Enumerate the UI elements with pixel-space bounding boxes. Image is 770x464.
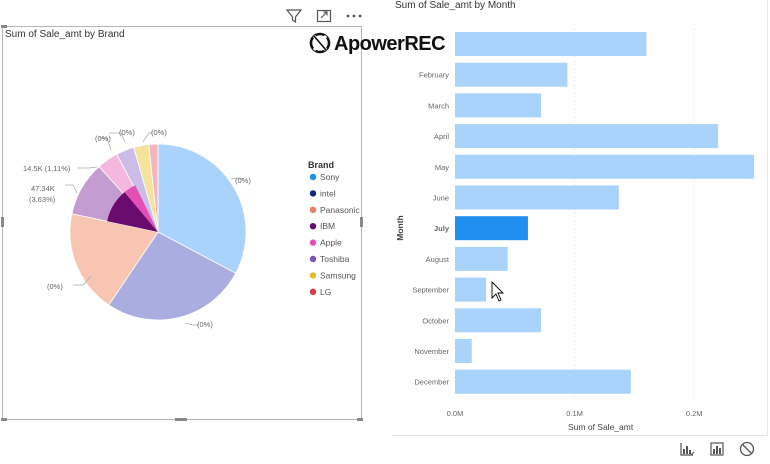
category-label-december: December [414,378,449,387]
x-tick-label: 0.2M [686,409,703,418]
pie-slice-lg[interactable] [148,143,159,233]
legend-swatch [309,288,317,295]
apowerrec-watermark: ApowerREC [308,32,446,56]
category-label-november: November [414,347,449,356]
pie-chart[interactable]: (0%) (0%) (0%) 47.34K (3.63%) 14.5K (1.1… [3,27,361,419]
legend-swatch [309,190,317,197]
bar-may[interactable] [455,154,754,179]
legend-item-panasonic[interactable]: Panasonic [320,205,360,215]
resize-handle[interactable] [175,418,187,421]
legend-swatch [309,255,317,263]
bar-july[interactable] [455,216,528,241]
bar-december[interactable] [455,369,631,394]
legend-swatch [309,272,317,279]
resize-handle[interactable] [1,217,4,227]
legend-title: Brand [308,160,334,170]
pie-slice-intel[interactable] [108,231,237,321]
category-label-june: June [433,194,449,203]
pie-slice-apple[interactable] [124,185,158,232]
pie-label-toshiba: (0%) [95,134,111,143]
legend-item-sony[interactable]: Sony [320,172,340,182]
legend-swatch [309,239,317,246]
pie-leaders [65,132,244,326]
pie-slices [69,143,247,321]
category-label-september: September [412,286,449,295]
category-label-may: May [435,163,449,172]
filter-icon[interactable] [285,7,303,25]
pie-slice-sony[interactable] [157,143,247,274]
category-label-august: August [426,255,450,264]
y-axis-title: Month [395,215,405,241]
drill-up-icon[interactable] [678,440,696,458]
pie-label-apple: 14.5K (1.11%) [23,164,71,173]
legend-swatch [309,223,317,230]
legend-item-apple[interactable]: Apple [320,238,342,248]
category-label-february: February [419,71,449,80]
chart-view-icon[interactable] [708,440,726,458]
gridlines [574,28,695,400]
apowerrec-logo-icon [309,32,331,54]
legend-item-toshiba[interactable]: Toshiba [320,254,350,264]
bar-august[interactable] [455,246,508,271]
bar-june[interactable] [455,185,619,210]
bar-october[interactable] [455,308,542,333]
category-label-july: July [434,224,450,233]
do-not-disturb-icon[interactable] [738,440,756,458]
bar-november[interactable] [455,339,472,363]
category-labels: February March April May June July August Septe… [412,71,450,387]
resize-handle[interactable] [1,418,7,421]
pie-title: Sum of Sale_amt by Brand [5,29,125,40]
footer-icons [678,440,756,458]
month-bar-visual[interactable]: Sum of Sale_amt by Month February March Ap… [392,0,768,436]
bar-march[interactable] [455,93,542,118]
x-tick-label: 0.1M [566,409,583,418]
pie-label-lg: (0%) [151,128,167,137]
legend: Sony intel Panasonic IBM Apple Toshiba Samsung… [309,172,360,297]
bar-chart[interactable]: February March April May June July August Septe… [392,0,768,436]
legend-item-intel[interactable]: intel [320,188,336,198]
bar-title: Sum of Sale_amt by Month [395,0,516,11]
pie-label-intel: (0%) [197,320,213,329]
bar-february[interactable] [455,62,568,87]
pie-label-samsung: (0%) [119,128,135,137]
resize-handle[interactable] [357,418,363,421]
bar-april[interactable] [455,124,719,149]
pie-label-ibm-value: 47.34K [31,184,55,193]
resize-handle[interactable] [360,217,363,227]
pie-label-sony: (0%) [235,176,251,185]
pie-label-ibm-pct: (3.63%) [29,195,56,204]
pie-slice-panasonic[interactable] [69,213,159,306]
legend-swatch [309,206,317,213]
pie-label-panasonic: (0%) [47,282,63,291]
watermark-text: ApowerREC [334,33,446,55]
focus-mode-icon[interactable] [315,7,333,25]
legend-item-ibm[interactable]: IBM [320,221,335,231]
legend-item-samsung[interactable]: Samsung [320,270,356,280]
bars [455,32,754,394]
legend-swatch [309,173,317,181]
resize-handle[interactable] [1,25,7,28]
x-tick-label: 0.0M [447,409,464,418]
legend-item-lg[interactable]: LG [320,287,331,297]
x-tick-labels: 0.0M 0.1M 0.2M [447,409,703,418]
x-axis-title: Sum of Sale_amt [568,422,634,432]
mouse-cursor-icon [491,280,505,302]
visual-header-icons [285,7,363,25]
category-label-october: October [422,316,449,325]
category-label-april: April [434,132,449,141]
pie-slice-ibm[interactable] [107,192,158,232]
more-options-icon[interactable] [345,7,363,25]
bar-january[interactable] [455,32,647,56]
brand-pie-visual[interactable]: Sum of Sale_amt by Brand (0%) (0%) (0%) … [1,25,363,421]
category-label-march: March [428,101,449,110]
bar-september[interactable] [455,277,487,302]
